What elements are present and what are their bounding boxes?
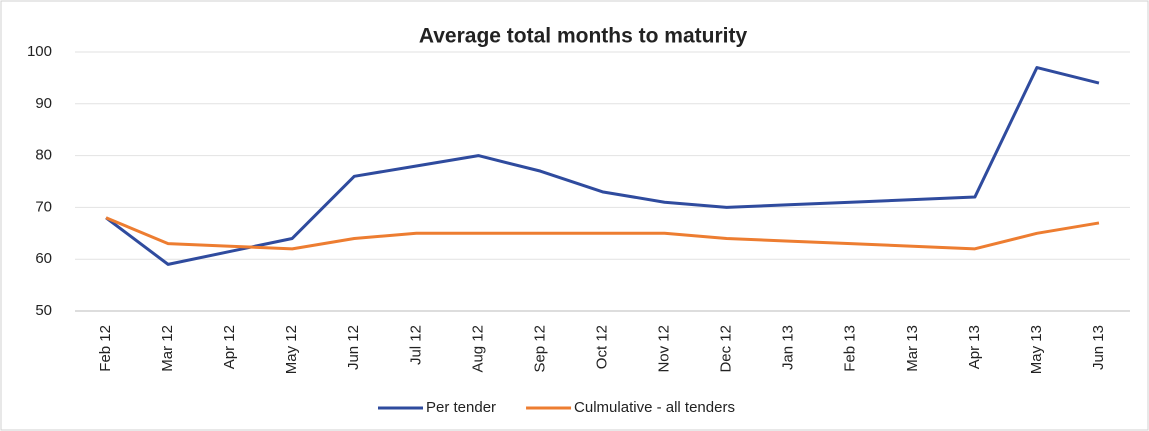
legend-label: Per tender: [426, 399, 496, 416]
line-series: [105, 216, 1100, 251]
y-tick-label: 90: [35, 95, 52, 112]
x-tick-label: May 13: [1028, 325, 1045, 374]
x-tick-label: Dec 12: [718, 325, 735, 373]
x-tick-label: Mar 12: [159, 325, 176, 372]
x-tick-label: Oct 12: [593, 325, 610, 369]
x-tick-label: Jun 13: [1090, 325, 1107, 370]
y-tick-label: 70: [35, 198, 52, 215]
x-tick-label: Apr 12: [221, 325, 238, 369]
x-tick-label: Jan 13: [780, 325, 797, 370]
x-tick-label: Aug 12: [469, 325, 486, 373]
y-tick-label: 60: [35, 250, 52, 267]
line-series: [105, 66, 1100, 266]
y-tick-label: 80: [35, 147, 52, 164]
x-tick-label: Jun 12: [345, 325, 362, 370]
chart-title: Average total months to maturity: [419, 25, 748, 48]
y-tick-label: 100: [27, 43, 52, 60]
legend-label: Culmulative - all tenders: [574, 399, 735, 416]
x-tick-label: Sep 12: [531, 325, 548, 373]
x-tick-label: Jul 12: [407, 325, 424, 365]
x-tick-label: Apr 13: [966, 325, 983, 369]
y-tick-label: 50: [35, 302, 52, 319]
x-tick-label: Feb 12: [97, 325, 114, 372]
x-tick-label: May 12: [283, 325, 300, 374]
x-tick-label: Feb 13: [842, 325, 859, 372]
x-tick-label: Nov 12: [656, 325, 673, 373]
x-tick-label: Mar 13: [904, 325, 921, 372]
